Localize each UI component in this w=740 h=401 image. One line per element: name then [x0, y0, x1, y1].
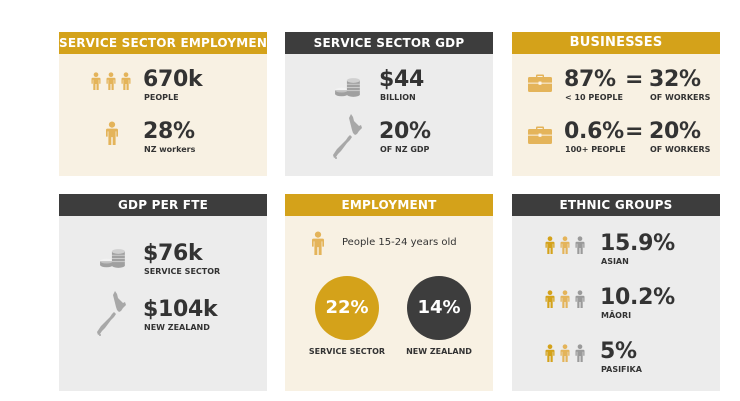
gdp-label: BILLION	[380, 93, 416, 102]
ethnic-people-icon	[545, 290, 585, 308]
service-sector-circle-label: SERVICE SECTOR	[308, 347, 386, 356]
three-people-icon	[91, 72, 131, 90]
person-icon	[106, 121, 118, 145]
employment-card: EMPLOYMENT People 15-24 years old 22% SE…	[285, 194, 493, 391]
person-icon	[312, 231, 324, 255]
ethnic-row-label: PASIFIKA	[601, 365, 642, 374]
nz-map-icon	[97, 291, 126, 336]
employment-title: EMPLOYMENT	[285, 194, 493, 216]
equals-sign: =	[625, 67, 644, 92]
people-count-label: PEOPLE	[144, 93, 179, 102]
coins-icon	[334, 77, 361, 98]
service-fte-label: SERVICE SECTOR	[144, 267, 221, 276]
ethnic-row-value: 10.2%	[600, 285, 675, 310]
large-business-workers-value: 20%	[649, 119, 701, 144]
businesses-body: 87% < 10 PEOPLE = 32% OF WORKERS 0.6% 10…	[512, 54, 720, 176]
gdp-share-label: OF NZ GDP	[380, 145, 430, 154]
ethnic-people-icon	[545, 236, 585, 254]
service-sector-circle: 22%	[315, 276, 379, 340]
employment-subtitle: People 15-24 years old	[342, 237, 457, 248]
nz-workers-value: 28%	[143, 119, 195, 144]
coins-icon	[99, 248, 126, 269]
service-gdp-card: SERVICE SECTOR GDP $44 BILLION 20% OF NZ…	[285, 32, 493, 176]
nz-workers-label: NZ workers	[144, 145, 196, 154]
ethnic-row-label: MĀORI	[601, 311, 632, 320]
employment-body: People 15-24 years old 22% SERVICE SECTO…	[285, 216, 493, 391]
businesses-title: BUSINESSES	[512, 32, 720, 54]
large-business-workers-label: OF WORKERS	[650, 145, 711, 154]
large-business-share-value: 0.6%	[564, 119, 624, 144]
small-business-share-label: < 10 PEOPLE	[565, 93, 623, 102]
service-employment-body: 670k PEOPLE 28% NZ workers	[59, 54, 267, 176]
ethnic-people-icon	[545, 344, 585, 362]
large-business-share-label: 100+ PEOPLE	[565, 145, 626, 154]
equals-sign: =	[625, 119, 644, 144]
people-count-value: 670k	[143, 67, 203, 92]
gdp-share-value: 20%	[379, 119, 431, 144]
nz-fte-value: $104k	[143, 297, 218, 322]
businesses-card: BUSINESSES 87% < 10 PEOPLE = 32% OF WORK…	[512, 32, 720, 176]
ethnic-row-label: ASIAN	[601, 257, 629, 266]
gdp-per-fte-body: $76k SERVICE SECTOR $104k NEW ZEALAND	[59, 216, 267, 391]
service-employment-title: SERVICE SECTOR EMPLOYMENT	[59, 32, 275, 54]
service-gdp-title: SERVICE SECTOR GDP	[285, 32, 493, 54]
briefcase-icon	[528, 126, 552, 144]
service-employment-card: SERVICE SECTOR EMPLOYMENT 670k PEOPLE 28…	[59, 32, 275, 176]
ethnic-groups-card: ETHNIC GROUPS 15.9% ASIAN 10.2% MĀORI 5%…	[512, 194, 720, 391]
briefcase-icon	[528, 74, 552, 92]
ethnic-row-value: 5%	[600, 339, 637, 364]
nz-map-icon	[333, 114, 362, 159]
ethnic-groups-body: 15.9% ASIAN 10.2% MĀORI 5% PASIFIKA	[512, 216, 720, 391]
service-fte-value: $76k	[143, 241, 203, 266]
ethnic-groups-title: ETHNIC GROUPS	[512, 194, 720, 216]
small-business-workers-label: OF WORKERS	[650, 93, 711, 102]
new-zealand-circle-label: NEW ZEALAND	[406, 347, 472, 356]
ethnic-row-value: 15.9%	[600, 231, 675, 256]
new-zealand-circle: 14%	[407, 276, 471, 340]
service-gdp-body: $44 BILLION 20% OF NZ GDP	[285, 54, 493, 176]
gdp-value: $44	[379, 67, 425, 92]
small-business-share-value: 87%	[564, 67, 616, 92]
gdp-per-fte-title: GDP PER FTE	[59, 194, 267, 216]
nz-fte-label: NEW ZEALAND	[144, 323, 210, 332]
gdp-per-fte-card: GDP PER FTE $76k SERVICE SECTOR $104k NE…	[59, 194, 267, 391]
small-business-workers-value: 32%	[649, 67, 701, 92]
